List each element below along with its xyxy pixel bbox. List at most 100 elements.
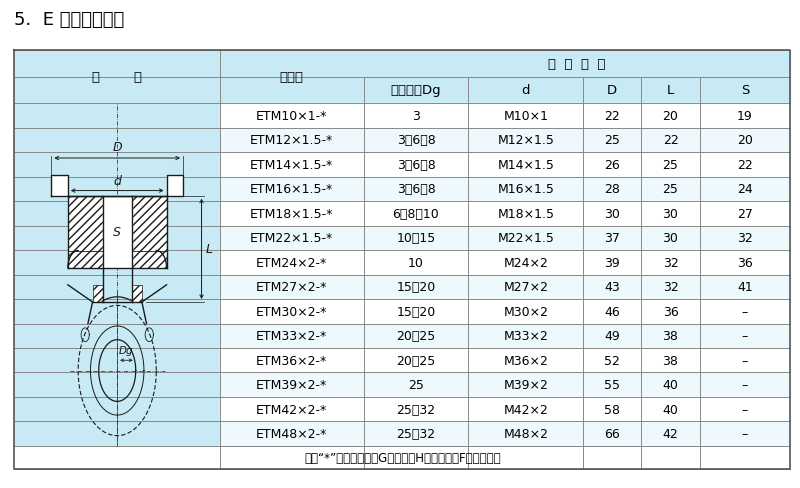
Polygon shape xyxy=(14,275,220,300)
Text: 5.  E 型管子焊接座: 5. E 型管子焊接座 xyxy=(14,11,125,29)
Text: M27×2: M27×2 xyxy=(503,281,548,294)
Text: 25: 25 xyxy=(604,134,620,147)
Polygon shape xyxy=(468,373,583,397)
Bar xyxy=(132,196,166,268)
Text: ETM10×1-*: ETM10×1-* xyxy=(256,110,327,122)
Polygon shape xyxy=(51,176,183,196)
Polygon shape xyxy=(14,300,220,324)
Polygon shape xyxy=(700,128,790,153)
Polygon shape xyxy=(468,226,583,250)
Text: M18×1.5: M18×1.5 xyxy=(498,207,554,221)
Polygon shape xyxy=(583,397,642,422)
Text: 10、15: 10、15 xyxy=(396,232,436,245)
Polygon shape xyxy=(642,104,700,128)
Polygon shape xyxy=(642,348,700,373)
Polygon shape xyxy=(220,348,363,373)
Text: L: L xyxy=(667,84,674,97)
Text: –: – xyxy=(742,403,748,416)
Polygon shape xyxy=(14,51,220,104)
Text: 39: 39 xyxy=(605,256,620,269)
Polygon shape xyxy=(583,300,642,324)
Polygon shape xyxy=(14,104,220,128)
Text: Dg: Dg xyxy=(119,346,134,355)
Polygon shape xyxy=(14,373,220,397)
Polygon shape xyxy=(14,446,790,469)
Text: M30×2: M30×2 xyxy=(503,305,548,318)
Polygon shape xyxy=(468,422,583,446)
Text: 订货号: 订货号 xyxy=(280,71,304,84)
Text: 25: 25 xyxy=(662,183,678,196)
Polygon shape xyxy=(642,226,700,250)
Text: ETM48×2-*: ETM48×2-* xyxy=(256,427,327,440)
Text: 26: 26 xyxy=(605,159,620,171)
Polygon shape xyxy=(468,397,583,422)
Text: 30: 30 xyxy=(604,207,620,221)
Polygon shape xyxy=(583,250,642,275)
Text: M14×1.5: M14×1.5 xyxy=(498,159,554,171)
Text: –: – xyxy=(742,305,748,318)
Text: 42: 42 xyxy=(662,427,678,440)
Polygon shape xyxy=(363,51,790,78)
Polygon shape xyxy=(642,324,700,348)
Polygon shape xyxy=(583,226,642,250)
Polygon shape xyxy=(583,422,642,446)
Polygon shape xyxy=(220,226,363,250)
Polygon shape xyxy=(583,104,642,128)
Polygon shape xyxy=(220,324,363,348)
Text: M39×2: M39×2 xyxy=(503,379,548,391)
Polygon shape xyxy=(642,177,700,202)
Polygon shape xyxy=(700,202,790,226)
Polygon shape xyxy=(583,373,642,397)
Polygon shape xyxy=(468,300,583,324)
Text: S: S xyxy=(741,84,749,97)
Text: ETM18×1.5-*: ETM18×1.5-* xyxy=(250,207,334,221)
Polygon shape xyxy=(363,177,468,202)
Polygon shape xyxy=(468,324,583,348)
Text: 36: 36 xyxy=(662,305,678,318)
Text: 公称通径Dg: 公称通径Dg xyxy=(390,84,442,97)
Text: 主  要  尺  寸: 主 要 尺 寸 xyxy=(548,58,606,71)
Polygon shape xyxy=(14,324,220,348)
Text: 3、6、8: 3、6、8 xyxy=(397,159,435,171)
Text: 66: 66 xyxy=(605,427,620,440)
Polygon shape xyxy=(103,196,132,268)
Text: L: L xyxy=(206,243,213,256)
Text: M16×1.5: M16×1.5 xyxy=(498,183,554,196)
Polygon shape xyxy=(700,250,790,275)
Polygon shape xyxy=(220,202,363,226)
Text: ETM27×2-*: ETM27×2-* xyxy=(256,281,327,294)
Text: 32: 32 xyxy=(662,281,678,294)
Text: 43: 43 xyxy=(605,281,620,294)
Polygon shape xyxy=(700,104,790,128)
Text: M42×2: M42×2 xyxy=(503,403,548,416)
Text: 28: 28 xyxy=(604,183,620,196)
Polygon shape xyxy=(642,422,700,446)
Text: ETM30×2-*: ETM30×2-* xyxy=(256,305,327,318)
Polygon shape xyxy=(468,153,583,177)
Polygon shape xyxy=(583,128,642,153)
Polygon shape xyxy=(363,348,468,373)
Text: D: D xyxy=(113,141,122,154)
Text: 3: 3 xyxy=(412,110,420,122)
Text: 30: 30 xyxy=(662,232,678,245)
Polygon shape xyxy=(642,78,700,104)
Polygon shape xyxy=(14,202,220,226)
Text: –: – xyxy=(742,329,748,343)
Polygon shape xyxy=(363,324,468,348)
Text: 10: 10 xyxy=(408,256,424,269)
Text: 52: 52 xyxy=(604,354,620,367)
Polygon shape xyxy=(642,250,700,275)
Polygon shape xyxy=(583,275,642,300)
Polygon shape xyxy=(14,348,220,373)
Polygon shape xyxy=(220,300,363,324)
Polygon shape xyxy=(583,153,642,177)
Text: 6、8、10: 6、8、10 xyxy=(393,207,439,221)
Text: 40: 40 xyxy=(662,403,678,416)
Text: 25、32: 25、32 xyxy=(397,403,435,416)
Text: M10×1: M10×1 xyxy=(503,110,548,122)
Bar xyxy=(68,196,103,268)
Text: 55: 55 xyxy=(604,379,620,391)
Text: 20: 20 xyxy=(737,134,753,147)
Polygon shape xyxy=(363,202,468,226)
Polygon shape xyxy=(700,78,790,104)
